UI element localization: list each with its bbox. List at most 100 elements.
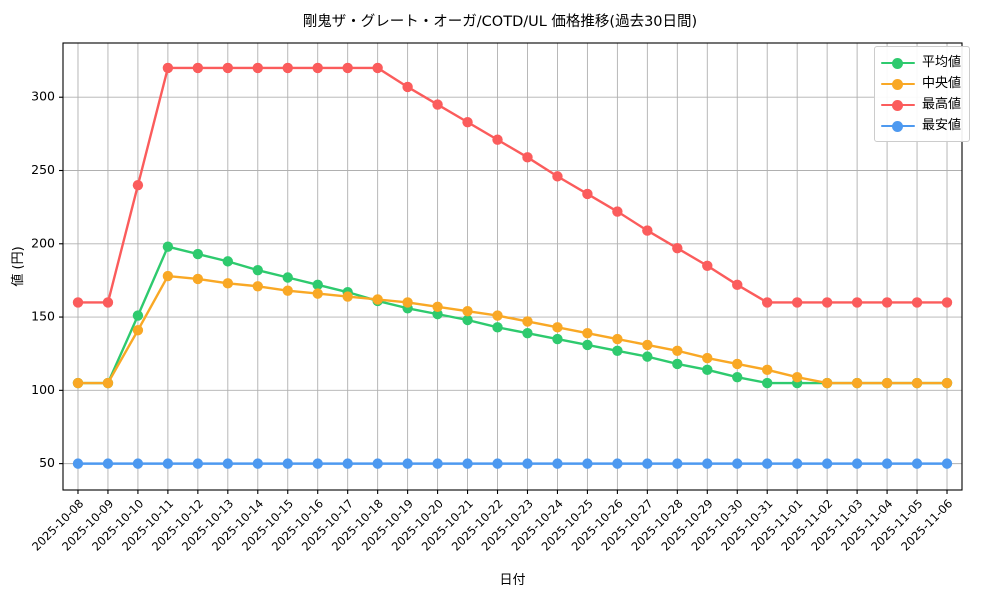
data-point <box>732 371 743 383</box>
data-point <box>162 270 174 282</box>
data-point <box>252 264 263 276</box>
data-point <box>192 248 204 260</box>
legend-marker-icon <box>881 77 915 91</box>
data-point <box>552 322 563 333</box>
data-point <box>312 62 323 74</box>
data-point <box>881 297 893 308</box>
legend-marker-icon <box>881 56 915 70</box>
data-point <box>702 260 713 271</box>
data-point <box>372 62 383 74</box>
data-point <box>492 322 503 333</box>
data-point <box>192 458 204 469</box>
data-point <box>102 458 114 469</box>
y-tick-label: 300 <box>31 89 55 104</box>
data-point <box>791 297 803 308</box>
plot-border <box>62 42 963 491</box>
data-point <box>911 458 923 469</box>
data-point <box>222 278 234 289</box>
legend-item-3: 最高値 <box>881 94 961 115</box>
data-point <box>162 62 174 74</box>
data-point <box>72 458 84 469</box>
data-point <box>462 306 473 317</box>
data-point <box>911 297 923 308</box>
data-point <box>881 377 893 389</box>
x-tick-labels: 2025-10-082025-10-092025-10-102025-10-11… <box>29 496 955 553</box>
data-point <box>402 81 413 93</box>
data-point <box>582 458 593 469</box>
data-point <box>672 242 683 254</box>
data-point <box>192 62 204 74</box>
data-point <box>432 308 443 320</box>
data-point <box>642 458 653 469</box>
data-point <box>791 458 803 469</box>
data-point <box>522 152 533 163</box>
legend-marker-icon <box>881 119 915 133</box>
legend-marker-icon <box>881 98 915 112</box>
data-point <box>132 458 144 469</box>
data-point <box>582 327 593 339</box>
gridlines <box>63 43 962 490</box>
data-point <box>222 256 234 267</box>
data-point <box>732 458 743 469</box>
data-point <box>372 458 383 469</box>
data-point <box>791 371 803 383</box>
data-point <box>702 364 713 376</box>
data-point <box>821 297 833 308</box>
data-point <box>941 377 953 389</box>
data-point <box>132 310 144 321</box>
data-point <box>102 377 114 389</box>
data-point <box>612 345 623 356</box>
data-point <box>762 458 773 469</box>
data-point <box>252 62 263 74</box>
data-point <box>462 458 473 469</box>
data-point <box>552 171 563 182</box>
data-point <box>162 241 174 252</box>
data-point <box>672 458 683 469</box>
axis-ticks <box>59 96 948 494</box>
legend-item-1: 平均値 <box>881 52 961 73</box>
data-point <box>821 377 833 389</box>
data-point <box>72 377 84 389</box>
data-point <box>312 458 323 469</box>
data-point <box>492 134 503 145</box>
data-point <box>342 291 353 302</box>
data-point <box>252 458 263 469</box>
data-point <box>672 345 683 356</box>
data-point <box>342 62 353 74</box>
data-point <box>582 339 593 351</box>
y-tick-labels: 50 100 150 200 250 300 <box>31 89 55 470</box>
data-point <box>851 297 863 308</box>
data-point <box>492 310 503 321</box>
data-point <box>432 99 443 110</box>
data-point <box>672 358 683 370</box>
data-point <box>222 458 234 469</box>
legend-item-2: 中央値 <box>881 73 961 94</box>
data-point <box>552 333 563 345</box>
data-point <box>732 279 743 291</box>
data-point <box>252 281 263 292</box>
data-point <box>941 458 953 469</box>
y-tick-label: 50 <box>39 455 55 470</box>
data-point <box>432 458 443 469</box>
data-point <box>402 297 413 308</box>
data-point <box>911 377 923 389</box>
data-point <box>342 458 353 469</box>
axis-frame <box>62 42 963 491</box>
data-point <box>372 294 383 305</box>
y-tick-label: 150 <box>31 309 55 324</box>
data-point <box>462 116 473 128</box>
data-point <box>102 297 114 308</box>
y-tick-label: 200 <box>31 235 55 250</box>
data-point <box>462 314 473 326</box>
data-point <box>612 206 623 217</box>
data-point <box>762 377 773 389</box>
data-point <box>222 62 234 74</box>
data-point <box>642 225 653 236</box>
data-point <box>881 458 893 469</box>
legend-label: 最高値 <box>922 96 962 112</box>
data-series-layer <box>72 62 953 469</box>
data-point <box>582 188 593 200</box>
data-point <box>132 179 144 191</box>
y-axis-label: 値 (円) <box>10 246 26 286</box>
